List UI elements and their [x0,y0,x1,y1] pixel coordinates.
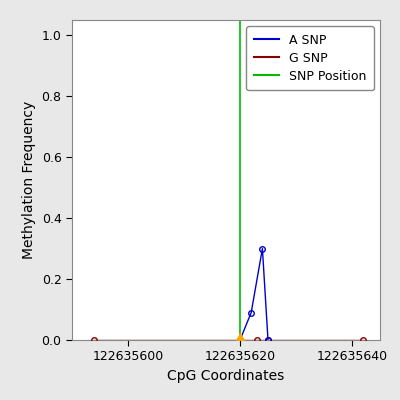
Y-axis label: Methylation Frequency: Methylation Frequency [22,101,36,259]
Legend: A SNP, G SNP, SNP Position: A SNP, G SNP, SNP Position [246,26,374,90]
X-axis label: CpG Coordinates: CpG Coordinates [167,369,285,383]
